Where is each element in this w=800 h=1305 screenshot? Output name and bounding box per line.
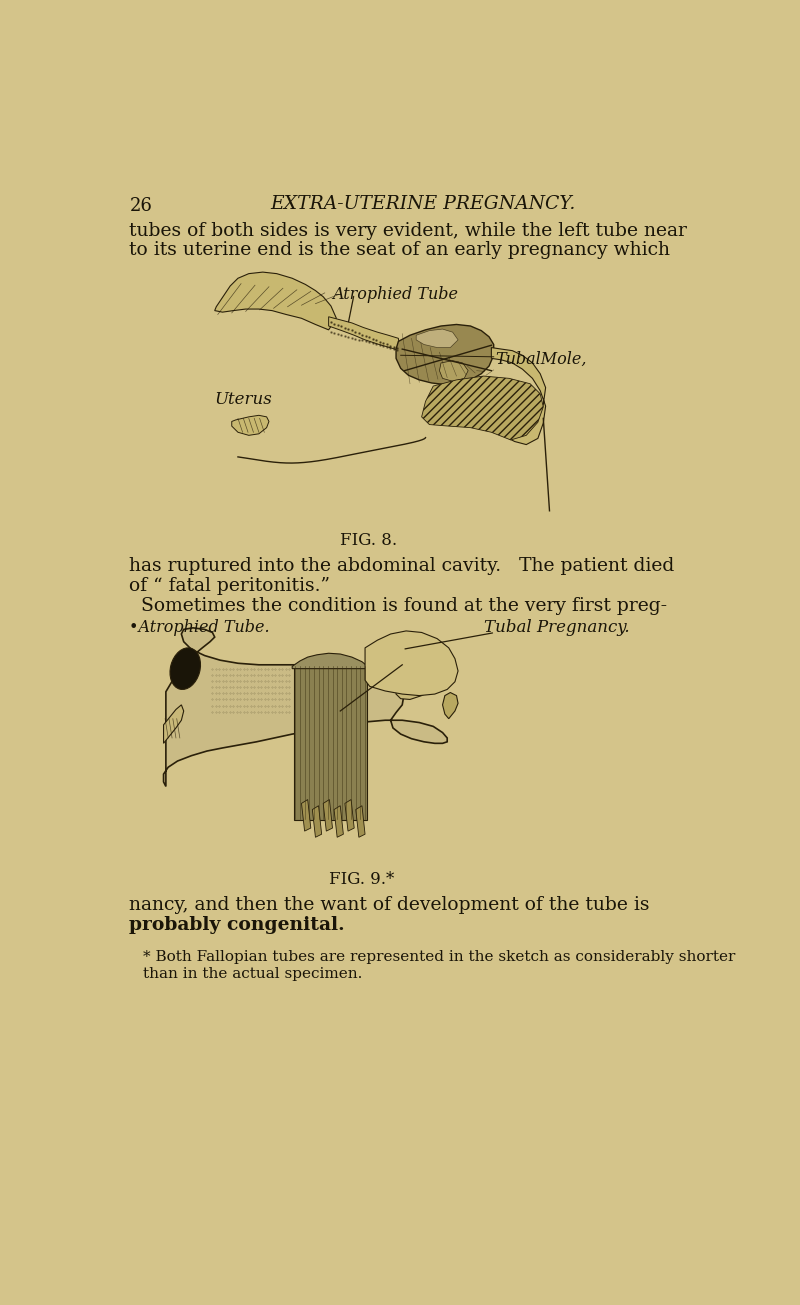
Polygon shape (163, 705, 184, 744)
Text: EXTRA-UTERINE PREGNANCY.: EXTRA-UTERINE PREGNANCY. (270, 196, 576, 213)
Polygon shape (491, 347, 546, 445)
Polygon shape (416, 329, 458, 347)
Polygon shape (312, 805, 322, 838)
Polygon shape (232, 415, 269, 436)
Text: •Atrophied Tube.: •Atrophied Tube. (130, 619, 270, 636)
Polygon shape (365, 630, 458, 696)
Text: Tubal Pregnancy.: Tubal Pregnancy. (484, 619, 630, 636)
Polygon shape (396, 641, 445, 699)
Polygon shape (163, 628, 447, 787)
Text: * Both Fallopian tubes are represented in the sketch as considerably shorter: * Both Fallopian tubes are represented i… (142, 950, 735, 963)
Text: than in the actual specimen.: than in the actual specimen. (142, 967, 362, 980)
Polygon shape (374, 641, 422, 679)
Polygon shape (396, 325, 494, 385)
Text: nancy, and then the want of development of the tube is: nancy, and then the want of development … (130, 895, 650, 913)
Ellipse shape (170, 647, 201, 689)
Text: Atrophied Tube: Atrophied Tube (333, 286, 458, 303)
Text: probably congenital.: probably congenital. (130, 916, 345, 934)
Polygon shape (356, 805, 365, 838)
Polygon shape (292, 654, 370, 668)
Text: FIG. 8.: FIG. 8. (340, 532, 398, 549)
Text: has ruptured into the abdominal cavity.   The patient died: has ruptured into the abdominal cavity. … (130, 557, 674, 576)
Polygon shape (323, 800, 333, 831)
Polygon shape (302, 800, 310, 831)
Text: tubes of both sides is very evident, while the left tube near: tubes of both sides is very evident, whi… (130, 222, 687, 240)
Text: 26: 26 (130, 197, 152, 214)
Text: to its uterine end is the seat of an early pregnancy which: to its uterine end is the seat of an ear… (130, 241, 670, 260)
Polygon shape (439, 360, 468, 381)
Text: Uterus: Uterus (214, 392, 273, 408)
Text: of “ fatal peritonitis.”: of “ fatal peritonitis.” (130, 577, 330, 595)
Text: Sometimes the condition is found at the very first preg-: Sometimes the condition is found at the … (130, 598, 667, 615)
Polygon shape (422, 376, 543, 440)
Polygon shape (214, 273, 336, 330)
Text: FIG. 9.*: FIG. 9.* (329, 872, 394, 889)
Polygon shape (334, 805, 343, 838)
Text: TubalMole,: TubalMole, (495, 351, 586, 368)
Polygon shape (329, 317, 400, 351)
Polygon shape (294, 664, 367, 821)
Polygon shape (345, 800, 354, 831)
Polygon shape (442, 693, 458, 719)
